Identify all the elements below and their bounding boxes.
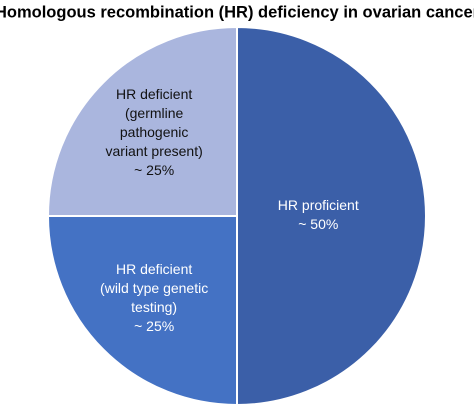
pie-slice: [46, 215, 238, 407]
slice-label: (wild type genetic: [100, 280, 208, 296]
slice-label: HR deficient: [116, 261, 192, 277]
slice-label: pathogenic: [120, 124, 189, 140]
slice-label: testing): [131, 299, 177, 315]
value-label: ~ 25%: [134, 318, 174, 334]
pie-slice: [46, 25, 238, 217]
value-label: ~ 25%: [134, 162, 174, 178]
chart-title: Homologous recombination (HR) deficiency…: [0, 3, 474, 21]
slice-label: variant present): [106, 143, 203, 159]
slice-label: HR proficient: [278, 197, 359, 213]
slice-label: HR deficient: [116, 86, 192, 102]
slice-label: (germline: [125, 105, 184, 121]
value-label: ~ 50%: [298, 216, 338, 232]
pie-slice: [236, 25, 427, 407]
